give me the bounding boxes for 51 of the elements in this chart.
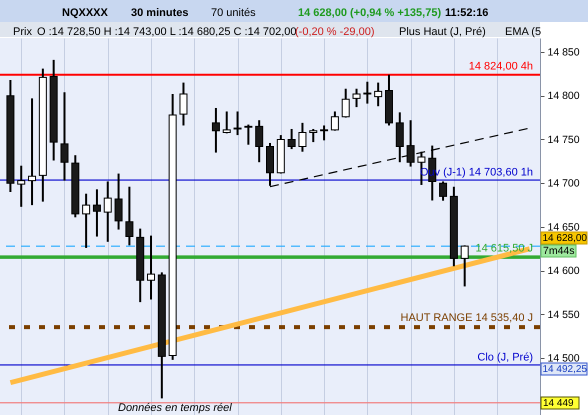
- text: 14 628,00: [542, 233, 588, 244]
- candlestick: [342, 88, 350, 119]
- candlestick: [114, 172, 123, 231]
- y-tick-label: 14 550: [548, 308, 580, 321]
- candlestick: [363, 80, 372, 105]
- text: (-0,20 % -29,00): [295, 26, 374, 38]
- candlestick: [82, 192, 90, 249]
- candlestick: [222, 110, 231, 134]
- ref-line-label: Clo (J, Pré): [477, 351, 533, 364]
- candlestick: [330, 110, 339, 132]
- text: 70 unités: [211, 7, 256, 19]
- candlestick: [125, 186, 134, 246]
- text: O :14 728,50 H :14 743,00 L :14 680,25 C :14 702,00: [37, 26, 297, 38]
- candlestick: [298, 122, 306, 153]
- candlestick: [28, 97, 36, 206]
- text: Plus Haut (J, Pré): [399, 26, 486, 38]
- text: 30 minutes: [131, 7, 188, 19]
- ref-line-label: HAUT RANGE 14 535,40 J: [400, 312, 533, 324]
- y-tick-label: 14 750: [548, 134, 580, 146]
- y-tick-label: 14 650: [548, 221, 580, 234]
- candlestick: [255, 119, 264, 164]
- candlestick: [352, 88, 361, 108]
- candlestick: [17, 164, 26, 208]
- text: 11:52:16: [445, 7, 488, 19]
- y-tick-label: 14 800: [548, 90, 580, 102]
- text: Prix: [13, 26, 32, 38]
- candlestick: [147, 234, 156, 301]
- candlestick: [439, 180, 448, 202]
- y-tick-label: 14 500: [548, 352, 580, 365]
- text: 14 628,00 (+0,94 % +135,75): [298, 7, 442, 19]
- candlestick: [104, 180, 112, 243]
- text: 14 492,25: [542, 364, 588, 375]
- candlestick: [234, 110, 242, 136]
- text: NQXXXX: [62, 7, 109, 19]
- candlestick: [309, 128, 318, 144]
- candlestick: [374, 82, 382, 108]
- text: EMA (5: [505, 26, 542, 38]
- y-tick-label: 14 700: [548, 178, 580, 190]
- text: 14 449: [543, 398, 574, 409]
- candlestick: [288, 128, 296, 150]
- candlestick: [179, 82, 188, 126]
- candlestick: [60, 91, 68, 182]
- y-tick-label: 14 600: [548, 265, 580, 278]
- candlestick: [92, 188, 101, 238]
- y-tick-label: 14 850: [548, 46, 580, 58]
- ref-line-label: 14 824,00 4h: [468, 60, 533, 73]
- candlestick: [460, 244, 469, 288]
- candlestick: [212, 106, 220, 154]
- ref-line-label: Ouv (J-1) 14 703,60 1h: [420, 166, 533, 178]
- annotation: Données en temps réel: [118, 402, 232, 414]
- text: 7m44s: [543, 245, 575, 257]
